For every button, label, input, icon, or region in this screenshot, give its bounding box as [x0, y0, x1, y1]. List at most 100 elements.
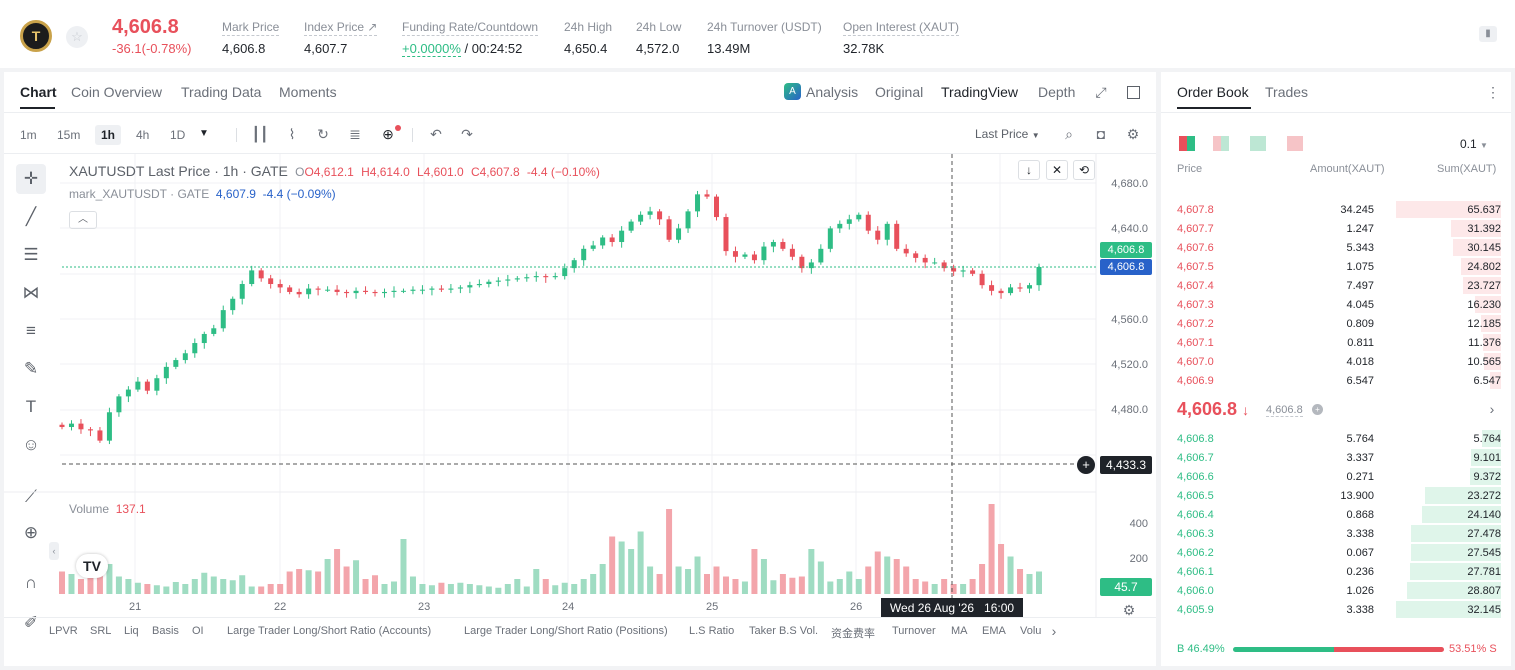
bid-row[interactable]: 4,606.7 3.337 9.101 — [1161, 448, 1511, 467]
expand-icon[interactable]: ⤢ — [1095, 84, 1107, 100]
timeframe-15m[interactable]: 15m — [57, 128, 81, 142]
indicator-volume[interactable]: Volu — [1020, 625, 1042, 637]
tab-trades[interactable]: Trades — [1265, 84, 1309, 100]
ask-row[interactable]: 4,607.4 7.497 23.727 — [1161, 276, 1511, 295]
bid-row[interactable]: 4,606.4 0.868 24.140 — [1161, 505, 1511, 524]
divider — [4, 153, 1156, 154]
precision-select[interactable]: 0.1 ▼ — [1460, 137, 1488, 151]
indicator-ls-ratio[interactable]: L.S Ratio — [689, 625, 735, 637]
indicator-turnover[interactable]: Turnover — [892, 625, 936, 637]
indicator-ema[interactable]: EMA — [982, 625, 1006, 637]
tab-original[interactable]: Original — [875, 84, 924, 100]
indicator-large-trader-accounts[interactable]: Large Trader Long/Short Ratio (Accounts) — [227, 625, 432, 637]
funding-rate-stat[interactable]: Funding Rate/Countdown +0.0000% / 00:24:… — [402, 20, 539, 57]
view-bids-icon[interactable] — [1250, 136, 1266, 151]
reset-view-icon[interactable]: ⟲ — [1073, 160, 1095, 180]
candlestick-chart[interactable] — [4, 72, 1156, 666]
templates-icon[interactable]: ≣ — [349, 126, 361, 142]
horizontal-lines-tool-icon[interactable]: ☰ — [23, 245, 39, 264]
tab-moments[interactable]: Moments — [279, 84, 337, 100]
indicator-lpvr[interactable]: LPVR — [49, 625, 78, 637]
ask-row[interactable]: 4,607.0 4.018 10.565 — [1161, 352, 1511, 371]
indicator-srl[interactable]: SRL — [90, 625, 112, 637]
ruler-tool-icon[interactable]: ⟋ — [25, 487, 37, 506]
more-options-icon[interactable]: ⋮ — [1486, 84, 1500, 100]
bid-row[interactable]: 4,606.0 1.026 28.807 — [1161, 581, 1511, 600]
tab-chart[interactable]: Chart — [20, 84, 57, 100]
bid-row[interactable]: 4,606.5 13.900 23.272 — [1161, 486, 1511, 505]
timeframe-1m[interactable]: 1m — [20, 128, 37, 142]
price-type-select[interactable]: Last Price ▼ — [975, 127, 1040, 141]
ask-row[interactable]: 4,607.5 1.075 24.802 — [1161, 257, 1511, 276]
index-price-stat[interactable]: Index Price ↗ 4,607.7 — [304, 20, 378, 56]
tab-order-book[interactable]: Order Book — [1177, 84, 1249, 100]
indicator-oi[interactable]: OI — [192, 625, 204, 637]
ask-row[interactable]: 4,607.7 1.247 31.392 — [1161, 219, 1511, 238]
add-alert-icon[interactable]: + — [1077, 456, 1095, 474]
redo-icon[interactable]: ↷ — [461, 126, 473, 142]
add-indicator-icon[interactable]: ⊕ — [382, 126, 394, 142]
favorite-star-icon[interactable]: ☆ — [66, 26, 88, 48]
tradingview-logo-icon[interactable]: TV — [76, 554, 108, 578]
crosshair-tool-icon[interactable]: ✛ — [16, 164, 46, 194]
brush-tool-icon[interactable]: ✎ — [23, 359, 39, 378]
bid-row[interactable]: 4,606.1 0.236 27.781 — [1161, 562, 1511, 581]
indicators-icon[interactable]: ⌇ — [288, 126, 296, 142]
settings-gear-icon[interactable]: ⚙ — [1126, 126, 1140, 142]
bid-row[interactable]: 4,606.3 3.338 27.478 — [1161, 524, 1511, 543]
fib-tool-icon[interactable]: ≡ — [26, 321, 36, 340]
indicator-basis[interactable]: Basis — [152, 625, 179, 637]
ask-row[interactable]: 4,606.9 6.547 6.547 — [1161, 371, 1511, 390]
bid-row[interactable]: 4,606.2 0.067 27.545 — [1161, 543, 1511, 562]
emoji-tool-icon[interactable]: ☺ — [22, 435, 40, 454]
collapse-arrows-icon[interactable]: ✕ — [1046, 160, 1068, 180]
bid-row[interactable]: 4,605.9 3.338 32.145 — [1161, 600, 1511, 619]
mark-info-icon[interactable]: + — [1312, 404, 1323, 415]
timeframe-4h[interactable]: 4h — [136, 128, 150, 142]
mark-price-stat[interactable]: Mark Price 4,606.8 — [222, 20, 280, 56]
timeframe-1h[interactable]: 1h — [95, 125, 122, 145]
indicator-ma[interactable]: MA — [951, 625, 968, 637]
indicator-taker-bs-vol[interactable]: Taker B.S Vol. — [749, 625, 819, 637]
undo-icon[interactable]: ↶ — [430, 126, 442, 142]
zoom-in-tool-icon[interactable]: ⊕ — [23, 523, 39, 542]
tab-tradingview[interactable]: TradingView — [941, 84, 1019, 100]
tab-depth[interactable]: Depth — [1038, 84, 1076, 100]
refresh-icon[interactable]: ↻ — [317, 126, 329, 142]
pattern-tool-icon[interactable]: ⋈ — [22, 283, 40, 302]
magnet-tool-icon[interactable]: ∩ — [24, 573, 38, 592]
open-interest-stat[interactable]: Open Interest (XAUT) 32.78K — [843, 20, 960, 56]
ask-row[interactable]: 4,607.1 0.811 11.376 — [1161, 333, 1511, 352]
bid-row[interactable]: 4,606.6 0.271 9.372 — [1161, 467, 1511, 486]
trendline-tool-icon[interactable]: ╱ — [25, 207, 37, 226]
camera-icon[interactable]: ◘ — [1096, 126, 1106, 142]
ask-row[interactable]: 4,607.8 34.245 65.637 — [1161, 200, 1511, 219]
tab-analysis[interactable]: Analysis — [806, 84, 859, 100]
timeframe-1d[interactable]: 1D — [170, 128, 186, 142]
ask-row[interactable]: 4,607.3 4.045 16.230 — [1161, 295, 1511, 314]
bid-row[interactable]: 4,606.8 5.764 5.764 — [1161, 429, 1511, 448]
candlestick-type-icon[interactable]: ┃┃ — [251, 126, 269, 142]
search-icon[interactable]: ⌕ — [1065, 126, 1073, 142]
indicator-large-trader-positions[interactable]: Large Trader Long/Short Ratio (Positions… — [464, 625, 668, 637]
book-icon[interactable]: ▮ — [1479, 26, 1497, 42]
window-icon[interactable] — [1127, 86, 1140, 99]
chart-settings-icon[interactable]: ⚙ — [1122, 602, 1136, 618]
collapse-legend-icon[interactable]: ︿ — [69, 211, 97, 229]
view-bids-asks-icon[interactable] — [1213, 136, 1229, 151]
scroll-down-icon[interactable]: ↓ — [1018, 160, 1040, 180]
view-both-icon[interactable] — [1179, 136, 1195, 151]
ask-row[interactable]: 4,607.6 5.343 30.145 — [1161, 238, 1511, 257]
text-tool-icon[interactable]: T — [25, 397, 37, 416]
collapse-sidebar-icon[interactable]: ‹ — [49, 542, 59, 560]
indicator-liq[interactable]: Liq — [124, 625, 139, 637]
tab-trading-data[interactable]: Trading Data — [181, 84, 262, 100]
ask-row[interactable]: 4,607.2 0.809 12.185 — [1161, 314, 1511, 333]
indicator-funding-rate[interactable]: 资金费率 — [831, 628, 875, 640]
row-price: 4,606.2 — [1177, 547, 1214, 559]
view-asks-icon[interactable] — [1287, 136, 1303, 151]
indicators-scroll-right-icon[interactable]: › — [1051, 623, 1057, 639]
tab-coin-overview[interactable]: Coin Overview — [71, 84, 163, 100]
timeframe-dropdown-icon[interactable]: ▼ — [199, 128, 209, 139]
mid-price-arrow-icon[interactable]: › — [1489, 401, 1495, 417]
